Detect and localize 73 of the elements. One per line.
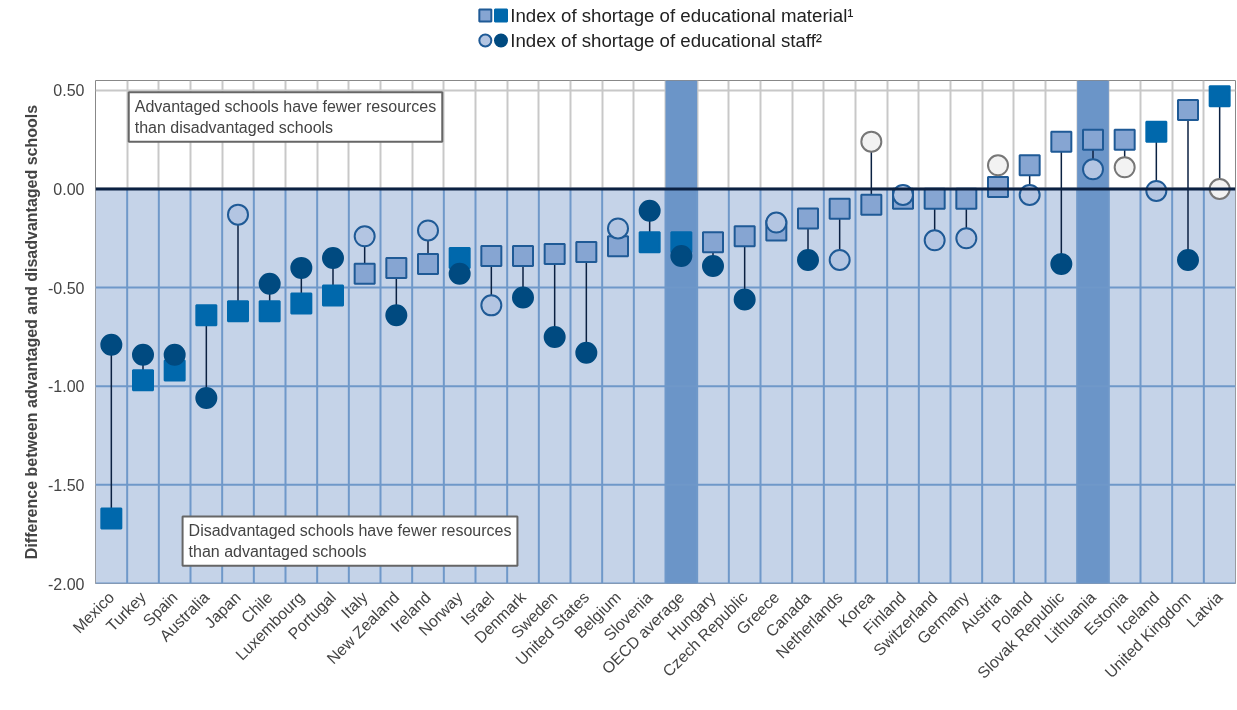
point [227, 300, 249, 323]
point [1082, 158, 1104, 181]
point [258, 300, 281, 323]
point [322, 284, 344, 307]
point [733, 288, 756, 311]
point [258, 272, 281, 295]
point [797, 207, 819, 230]
point [512, 286, 534, 309]
point [100, 507, 123, 530]
point [100, 333, 123, 356]
point [670, 245, 693, 268]
point [543, 243, 566, 266]
point [543, 325, 566, 348]
point [607, 217, 629, 240]
point [227, 203, 249, 226]
point [923, 229, 946, 252]
y-tick-label: -2.00 [48, 575, 85, 593]
point [860, 193, 883, 216]
point [765, 211, 788, 234]
point [385, 256, 408, 279]
point [512, 245, 534, 268]
point [1177, 99, 1199, 122]
point [638, 199, 661, 222]
point [1145, 120, 1168, 143]
point [1208, 85, 1231, 108]
point [195, 304, 218, 327]
y-tick-label: -1.00 [48, 378, 85, 396]
point [733, 225, 756, 248]
point [132, 343, 154, 366]
point [353, 225, 376, 248]
point [955, 227, 978, 250]
point [797, 249, 819, 271]
y-axis-title: Difference between advantaged and disadvantaged schools [23, 104, 41, 560]
point [1113, 156, 1136, 179]
y-tick-label: 0.00 [53, 180, 85, 198]
point [638, 231, 661, 254]
point [1050, 130, 1073, 153]
point [132, 369, 154, 392]
point [702, 254, 724, 277]
point [480, 245, 503, 268]
point [480, 294, 503, 317]
point [417, 252, 439, 275]
annotation: Advantaged schools have fewer resources than disadvantaged schools [134, 98, 437, 136]
point [195, 387, 218, 410]
point [987, 154, 1009, 177]
point [290, 292, 313, 315]
point [1082, 128, 1104, 151]
legend-label: Index of shortage of educational staff² [510, 30, 823, 51]
point [575, 241, 598, 264]
y-tick-label: 0.50 [53, 82, 85, 100]
point [1177, 249, 1199, 271]
point [923, 187, 946, 210]
point [828, 197, 851, 220]
legend-label: Index of shortage of educational material¹ [510, 5, 854, 26]
point [353, 262, 376, 285]
point [1018, 154, 1041, 177]
y-tick-label: -0.50 [48, 279, 85, 297]
y-tick-label: -1.50 [48, 476, 85, 494]
point [575, 341, 598, 364]
point [290, 256, 313, 279]
point [385, 304, 408, 327]
point [828, 249, 851, 271]
point [955, 187, 978, 210]
point [322, 247, 344, 270]
point [163, 343, 186, 366]
point [702, 231, 724, 254]
point [607, 235, 629, 258]
point [1113, 128, 1136, 151]
point [448, 262, 471, 285]
annotation: Disadvantaged schools have fewer resources than advantaged schools [188, 522, 512, 560]
point [1050, 252, 1073, 275]
point [860, 130, 883, 153]
point [417, 219, 439, 242]
